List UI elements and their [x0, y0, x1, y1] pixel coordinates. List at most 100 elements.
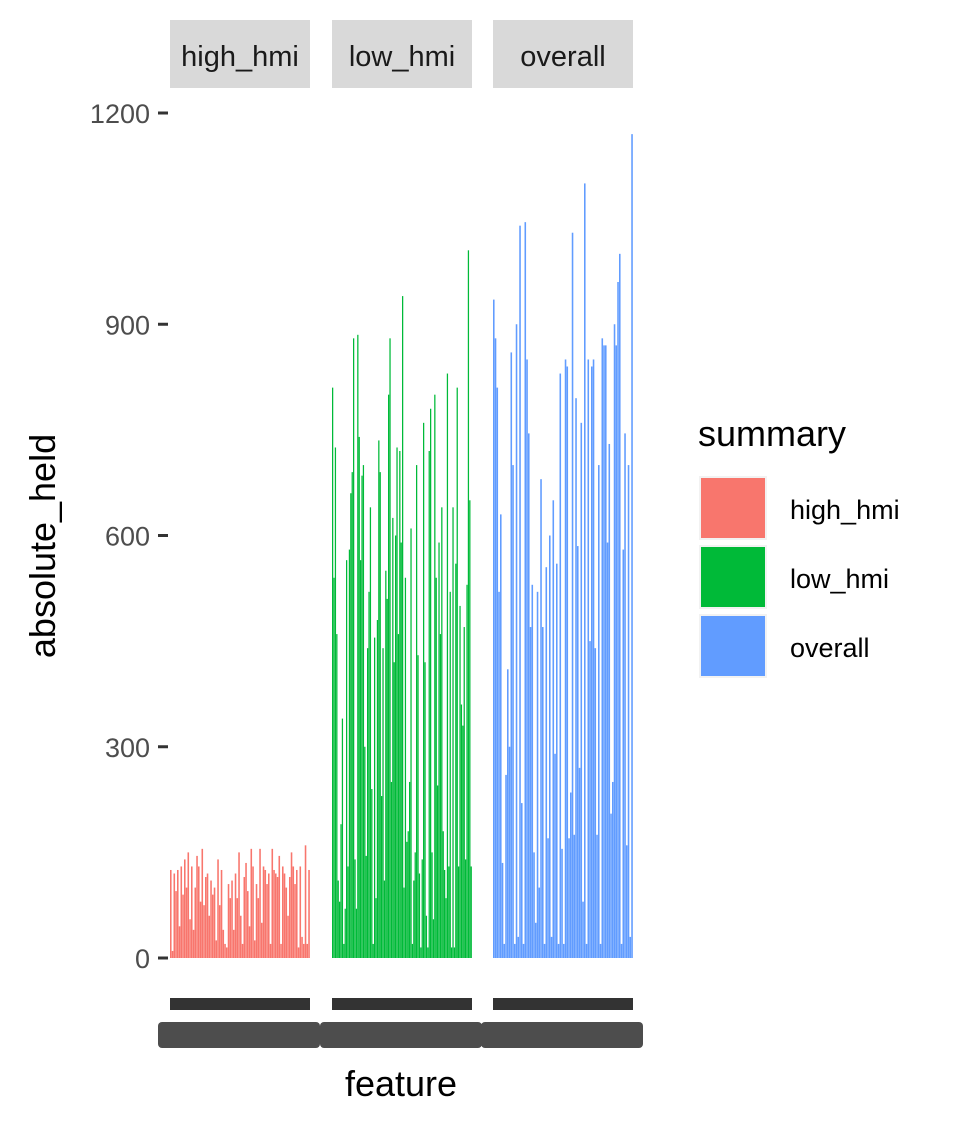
- bar-low-hmi-10: [346, 560, 348, 958]
- facet-strip-bg-low-hmi: [332, 20, 472, 88]
- bar-low-hmi-5: [339, 901, 341, 958]
- bar-high-hmi-47: [252, 866, 254, 958]
- bar-low-hmi-51: [403, 887, 405, 958]
- bar-high-hmi-43: [245, 862, 247, 958]
- bar-low-hmi-0: [332, 387, 334, 959]
- bar-low-hmi-28: [371, 789, 373, 958]
- bar-high-hmi-39: [238, 852, 240, 959]
- bar-overall-19: [526, 359, 528, 959]
- bar-low-hmi-38: [385, 570, 387, 958]
- x-axis: [158, 998, 643, 1048]
- bar-low-hmi-94: [463, 627, 465, 958]
- bar-low-hmi-74: [435, 577, 437, 958]
- bar-overall-8: [507, 669, 509, 958]
- legend-label-low-hmi: low_hmi: [790, 564, 889, 594]
- bar-high-hmi-72: [296, 869, 298, 958]
- bar-overall-26: [538, 887, 541, 958]
- bar-overall-72: [619, 253, 621, 958]
- bar-low-hmi-63: [420, 947, 422, 958]
- bar-overall-45: [571, 232, 574, 958]
- bar-low-hmi-44: [393, 662, 395, 958]
- bar-overall-21: [529, 627, 532, 958]
- bar-overall-74: [622, 549, 625, 958]
- bar-low-hmi-56: [410, 528, 412, 958]
- bar-low-hmi-67: [425, 915, 428, 958]
- bar-low-hmi-17: [355, 908, 358, 958]
- bar-high-hmi-1: [171, 950, 174, 958]
- bar-overall-34: [552, 500, 555, 958]
- legend-label-overall: overall: [790, 633, 870, 663]
- bar-overall-32: [549, 535, 551, 958]
- bar-low-hmi-84: [449, 591, 451, 958]
- bar-overall-64: [605, 345, 607, 959]
- bar-overall-24: [535, 922, 537, 958]
- bar-overall-27: [540, 479, 542, 958]
- bar-low-hmi-69: [428, 451, 430, 958]
- bar-high-hmi-9: [185, 887, 188, 958]
- bar-high-hmi-69: [290, 852, 293, 959]
- bar-high-hmi-74: [299, 866, 302, 958]
- bar-low-hmi-45: [395, 535, 397, 958]
- bar-overall-10: [510, 352, 513, 958]
- bar-low-hmi-58: [413, 880, 415, 958]
- x-axis-ticks-band-overall: [493, 998, 633, 1010]
- bar-high-hmi-53: [262, 866, 265, 958]
- bar-overall-35: [554, 753, 556, 958]
- bar-low-hmi-11: [347, 866, 349, 958]
- bar-overall-29: [543, 943, 546, 958]
- bar-overall-71: [617, 282, 619, 958]
- bar-low-hmi-12: [348, 549, 351, 958]
- bar-low-hmi-52: [404, 577, 407, 958]
- bar-overall-78: [629, 936, 632, 959]
- bars-layer: [170, 134, 633, 959]
- bar-overall-37: [557, 943, 560, 958]
- bar-low-hmi-32: [376, 620, 379, 958]
- bar-high-hmi-64: [282, 866, 284, 958]
- bar-low-hmi-20: [360, 560, 362, 958]
- y-tick-label-900: 900: [105, 310, 150, 340]
- bar-overall-25: [536, 591, 539, 958]
- bar-overall-42: [566, 366, 569, 958]
- bar-overall-67: [610, 813, 612, 958]
- bar-low-hmi-2: [334, 447, 337, 958]
- bar-high-hmi-79: [308, 869, 310, 958]
- bar-overall-75: [624, 433, 626, 958]
- bar-low-hmi-77: [439, 634, 442, 958]
- bar-low-hmi-79: [442, 831, 444, 958]
- bar-low-hmi-36: [382, 648, 384, 958]
- bar-overall-0: [493, 299, 495, 959]
- bar-high-hmi-71: [294, 884, 296, 958]
- bar-high-hmi-42: [243, 877, 246, 958]
- bar-overall-55: [589, 641, 591, 959]
- bar-high-hmi-60: [275, 873, 277, 958]
- bar-high-hmi-70: [292, 866, 295, 958]
- bar-overall-7: [505, 774, 507, 958]
- bar-high-hmi-28: [219, 905, 221, 958]
- bar-high-hmi-37: [234, 873, 237, 958]
- bar-low-hmi-24: [365, 855, 367, 958]
- bar-overall-41: [564, 359, 567, 959]
- bar-low-hmi-61: [417, 655, 419, 958]
- bar-high-hmi-38: [236, 898, 239, 958]
- bar-low-hmi-87: [453, 947, 456, 958]
- bar-low-hmi-71: [431, 852, 433, 959]
- bar-overall-60: [598, 465, 600, 958]
- bar-overall-73: [620, 943, 623, 958]
- bar-overall-12: [514, 943, 516, 958]
- legend-swatch-high-hmi: [701, 478, 765, 538]
- bar-low-hmi-34: [379, 472, 381, 958]
- bar-low-hmi-19: [358, 436, 360, 958]
- bar-low-hmi-4: [337, 880, 339, 958]
- bar-low-hmi-49: [400, 542, 402, 958]
- bar-high-hmi-24: [212, 894, 214, 959]
- bar-low-hmi-64: [421, 859, 423, 958]
- bar-low-hmi-85: [451, 947, 453, 958]
- bar-high-hmi-63: [280, 943, 282, 958]
- bar-high-hmi-16: [198, 866, 200, 958]
- bar-low-hmi-50: [402, 296, 404, 959]
- bar-overall-65: [606, 542, 609, 958]
- bar-high-hmi-5: [178, 926, 181, 958]
- bar-high-hmi-73: [297, 947, 300, 958]
- bar-low-hmi-33: [378, 440, 380, 958]
